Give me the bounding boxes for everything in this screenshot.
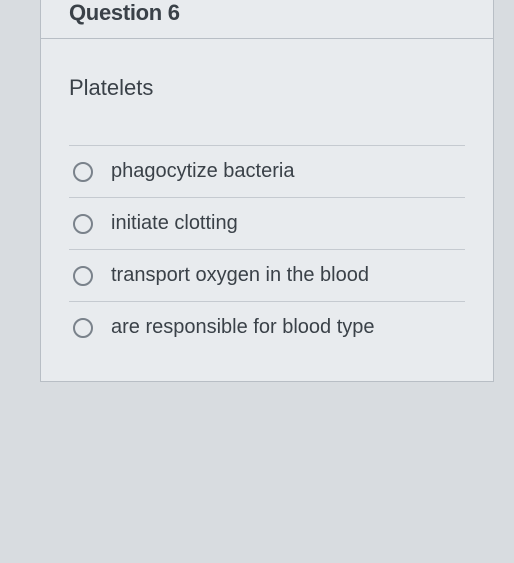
radio-icon	[73, 214, 93, 234]
answer-option-label: are responsible for blood type	[111, 316, 375, 339]
question-prompt: Platelets	[69, 75, 465, 101]
answer-options-list: phagocytize bacteria initiate clotting t…	[69, 145, 465, 353]
question-body: Platelets phagocytize bacteria initiate …	[41, 39, 493, 381]
answer-option[interactable]: transport oxygen in the blood	[69, 250, 465, 302]
answer-option[interactable]: initiate clotting	[69, 198, 465, 250]
question-number-header: Question 6	[41, 0, 493, 39]
radio-icon	[73, 266, 93, 286]
radio-icon	[73, 318, 93, 338]
answer-option-label: initiate clotting	[111, 212, 238, 235]
answer-option[interactable]: are responsible for blood type	[69, 302, 465, 353]
quiz-question-card: Question 6 Platelets phagocytize bacteri…	[40, 0, 494, 382]
answer-option-label: phagocytize bacteria	[111, 160, 294, 183]
radio-icon	[73, 162, 93, 182]
answer-option[interactable]: phagocytize bacteria	[69, 146, 465, 198]
answer-option-label: transport oxygen in the blood	[111, 264, 369, 287]
